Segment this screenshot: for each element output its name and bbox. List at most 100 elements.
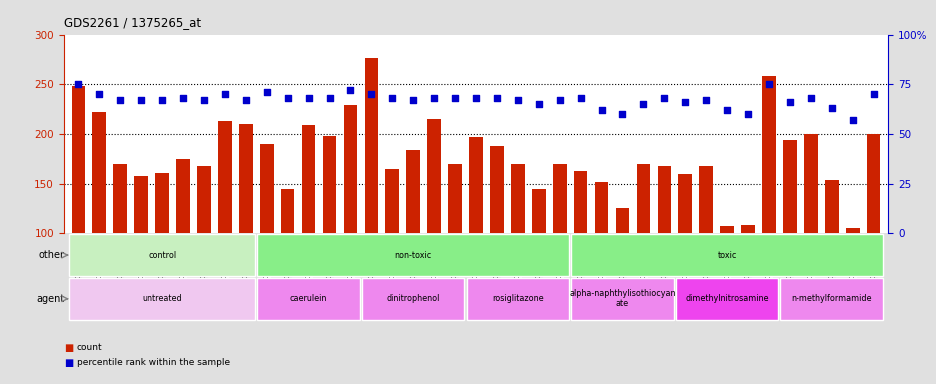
Point	[824, 105, 839, 111]
Point	[363, 91, 378, 97]
Bar	[322, 136, 336, 333]
Point	[238, 97, 253, 103]
Bar	[510, 164, 524, 333]
FancyBboxPatch shape	[361, 278, 464, 320]
Point	[468, 95, 483, 101]
FancyBboxPatch shape	[780, 278, 882, 320]
Point	[92, 91, 107, 97]
Text: agent: agent	[36, 294, 64, 304]
Point	[447, 95, 462, 101]
Bar	[447, 164, 461, 333]
Point	[656, 95, 671, 101]
Point	[489, 95, 504, 101]
FancyBboxPatch shape	[571, 278, 673, 320]
Text: dimethylnitrosamine: dimethylnitrosamine	[684, 294, 768, 303]
Bar	[782, 140, 796, 333]
Point	[761, 81, 776, 87]
Text: untreated: untreated	[142, 294, 182, 303]
Point	[573, 95, 588, 101]
Point	[175, 95, 190, 101]
Point	[259, 89, 274, 95]
FancyBboxPatch shape	[257, 234, 568, 276]
Bar	[134, 175, 148, 333]
Bar	[657, 166, 670, 333]
Bar	[281, 189, 294, 333]
Text: n-methylformamide: n-methylformamide	[791, 294, 871, 303]
Text: rosiglitazone: rosiglitazone	[491, 294, 543, 303]
FancyBboxPatch shape	[675, 278, 778, 320]
FancyBboxPatch shape	[466, 278, 568, 320]
Bar	[866, 134, 880, 333]
Bar	[218, 121, 231, 333]
Point	[154, 97, 169, 103]
Point	[134, 97, 149, 103]
Bar	[636, 164, 650, 333]
FancyBboxPatch shape	[69, 278, 255, 320]
Text: alpha-naphthylisothiocyan
ate: alpha-naphthylisothiocyan ate	[569, 289, 675, 308]
Point	[551, 97, 566, 103]
Point	[865, 91, 880, 97]
Point	[280, 95, 295, 101]
Text: GDS2261 / 1375265_at: GDS2261 / 1375265_at	[64, 16, 200, 29]
Point	[71, 81, 86, 87]
Bar	[113, 164, 127, 333]
Bar	[740, 225, 754, 333]
Point	[405, 97, 420, 103]
Bar	[301, 125, 315, 333]
Text: percentile rank within the sample: percentile rank within the sample	[77, 358, 229, 367]
Point	[510, 97, 525, 103]
Bar	[176, 159, 190, 333]
Bar	[845, 228, 858, 333]
Point	[719, 107, 734, 113]
Bar	[239, 124, 253, 333]
Bar	[364, 58, 378, 333]
FancyBboxPatch shape	[69, 234, 255, 276]
Bar	[803, 134, 817, 333]
Bar	[344, 105, 357, 333]
Text: ■: ■	[64, 358, 73, 368]
Bar	[761, 76, 775, 333]
Bar	[427, 119, 441, 333]
Point	[677, 99, 692, 105]
Point	[739, 111, 754, 117]
Text: ■: ■	[64, 343, 73, 353]
FancyBboxPatch shape	[257, 278, 359, 320]
Bar	[532, 189, 545, 333]
Point	[698, 97, 713, 103]
Text: other: other	[38, 250, 64, 260]
Point	[636, 101, 651, 107]
Bar	[594, 182, 607, 333]
Bar	[469, 137, 482, 333]
Text: caerulein: caerulein	[289, 294, 327, 303]
Point	[322, 95, 337, 101]
Bar	[552, 164, 566, 333]
Bar	[720, 226, 733, 333]
Point	[782, 99, 797, 105]
Text: non-toxic: non-toxic	[394, 251, 431, 260]
Point	[426, 95, 441, 101]
Bar	[259, 144, 273, 333]
Point	[300, 95, 315, 101]
Bar	[71, 86, 85, 333]
Point	[531, 101, 546, 107]
Point	[593, 107, 608, 113]
Point	[614, 111, 629, 117]
Bar	[385, 169, 399, 333]
Bar	[573, 170, 587, 333]
Bar	[93, 112, 106, 333]
Point	[217, 91, 232, 97]
Bar	[490, 146, 504, 333]
Bar	[155, 173, 168, 333]
Bar	[406, 150, 419, 333]
Bar	[197, 166, 211, 333]
Point	[802, 95, 817, 101]
FancyBboxPatch shape	[571, 234, 882, 276]
Bar	[678, 174, 692, 333]
Point	[112, 97, 127, 103]
Point	[343, 87, 358, 93]
Bar	[824, 180, 838, 333]
Bar	[615, 209, 629, 333]
Point	[844, 117, 859, 123]
Text: count: count	[77, 343, 102, 352]
Bar	[698, 166, 712, 333]
